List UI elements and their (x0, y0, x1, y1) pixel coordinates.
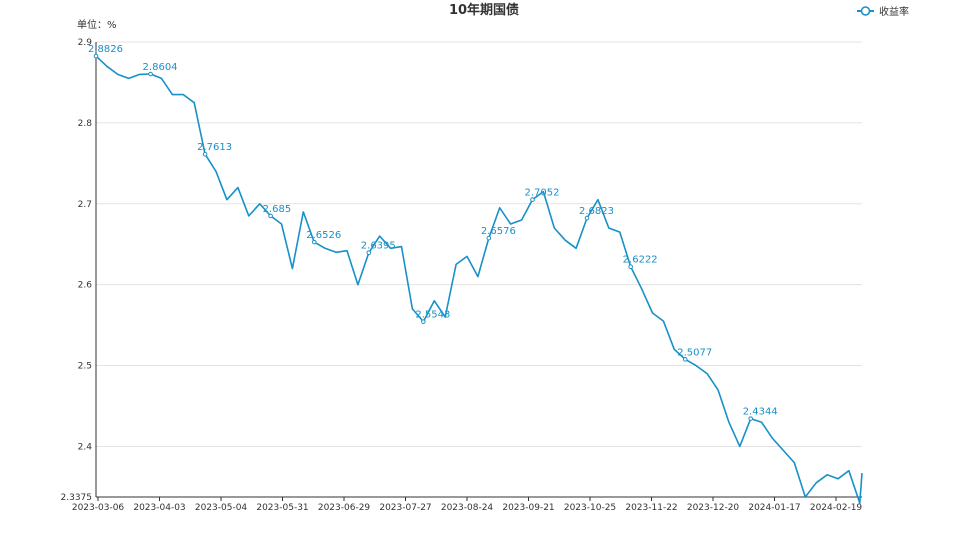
legend-label: 收益率 (879, 5, 909, 18)
data-point (486, 235, 492, 241)
point-value-label: 2.6526 (306, 230, 341, 241)
data-point (202, 151, 208, 157)
series-group (95, 55, 863, 504)
x-tick-label: 2023-07-27 (379, 503, 431, 513)
data-point (530, 197, 535, 202)
data-point (311, 239, 317, 245)
x-tick-label: 2023-03-06 (72, 503, 125, 513)
point-value-label: 2.6222 (623, 255, 658, 266)
data-point (584, 215, 590, 221)
y-axis: 2.9 2.8 2.7 2.6 2.5 2.4 2.3375 (61, 38, 97, 503)
data-point (93, 53, 99, 59)
series-line (95, 55, 863, 504)
point-value-label: 2.6576 (481, 226, 516, 237)
x-tick-label: 2023-06-29 (318, 503, 371, 513)
point-value-label: 2.7052 (524, 188, 559, 199)
data-point (366, 250, 372, 256)
point-value-label: 2.8826 (88, 44, 123, 55)
point-value-label: 2.6823 (579, 206, 614, 217)
point-value-label: 2.7613 (197, 142, 232, 153)
unit-label: 单位：% (77, 18, 117, 31)
point-value-label: 2.4344 (743, 407, 778, 418)
y-tick-label: 2.4 (78, 442, 93, 452)
y-tick-label: 2.6 (78, 281, 93, 291)
data-point (421, 319, 426, 324)
y-tick-label: 2.8 (78, 119, 93, 129)
y-tick-label: 2.3375 (61, 493, 93, 503)
x-axis: 2023-03-06 2023-04-03 2023-05-04 2023-05-31… (72, 496, 863, 513)
x-tick-label: 2024-01-17 (748, 503, 800, 513)
point-value-label: 2.5077 (677, 347, 712, 358)
x-tick-label: 2023-04-03 (133, 503, 185, 513)
point-value-label: 2.5543 (415, 310, 450, 321)
x-tick-label: 2023-08-24 (441, 503, 494, 513)
y-tick-label: 2.7 (78, 200, 92, 210)
legend-marker-icon (860, 6, 871, 16)
x-tick-label: 2023-09-21 (502, 503, 554, 513)
data-point (682, 357, 688, 362)
point-value-label: 2.8604 (143, 62, 178, 73)
x-tick-label: 2023-11-22 (625, 503, 677, 513)
point-value-label: 2.685 (263, 204, 292, 215)
point-labels: 2.8826 2.8604 2.7613 2.685 2.6526 2.6395 2.554… (88, 44, 778, 421)
legend[interactable]: 收益率 (857, 5, 909, 18)
data-point (148, 71, 153, 77)
x-tick-label: 2024-02-19 (810, 503, 863, 513)
grid-lines (96, 41, 862, 447)
point-value-label: 2.6395 (361, 241, 396, 252)
y-tick-label: 2.5 (78, 362, 92, 372)
x-tick-label: 2023-05-31 (256, 503, 308, 513)
data-point (268, 213, 273, 219)
data-point (628, 264, 633, 270)
chart-title: 10年期国债 (449, 2, 519, 18)
y-tick-label: 2.9 (78, 38, 93, 48)
x-tick-label: 2023-10-25 (564, 503, 616, 513)
x-tick-label: 2023-12-20 (687, 503, 740, 513)
x-tick-label: 2023-05-04 (195, 503, 248, 513)
data-point (748, 416, 754, 421)
